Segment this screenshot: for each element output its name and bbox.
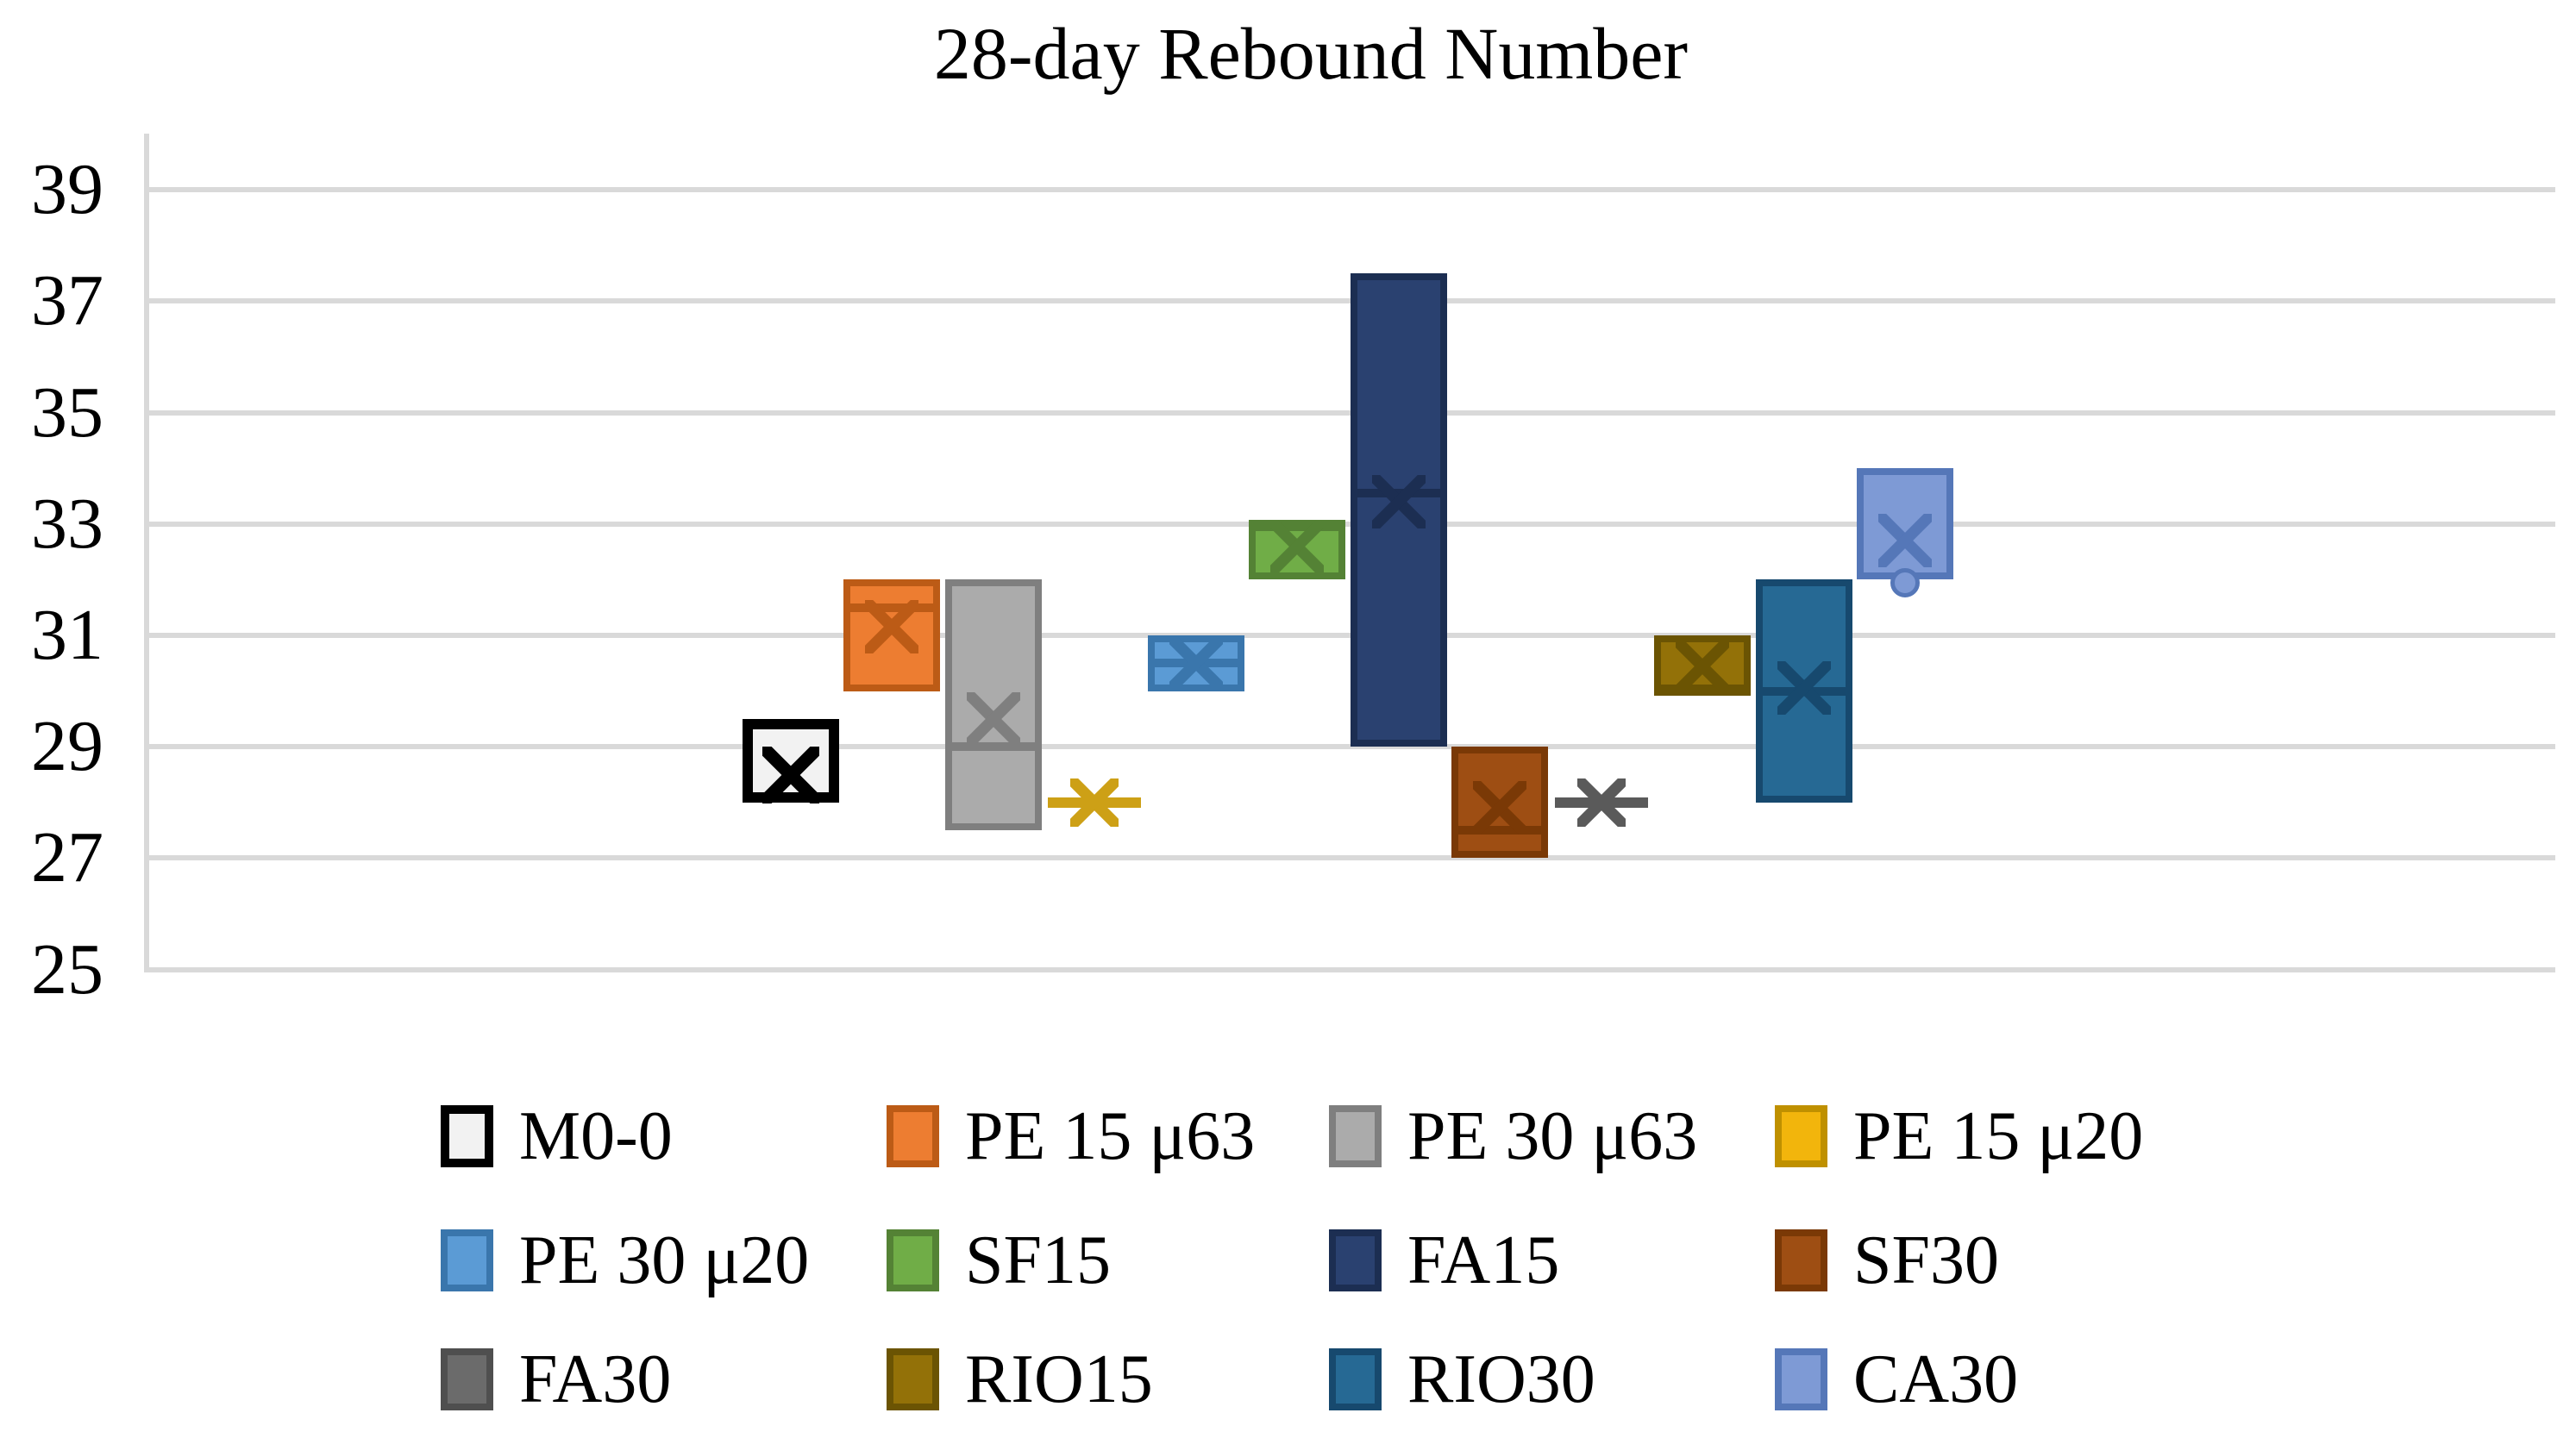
mean-x-marker: [966, 691, 1020, 746]
mean-x-marker: [1576, 778, 1626, 827]
mean-x-marker: [1473, 781, 1527, 835]
outlier-point: [1890, 567, 1920, 597]
median-line: [944, 742, 1042, 752]
legend-swatch: [1329, 1348, 1382, 1410]
legend-label: FA15: [1407, 1222, 1560, 1298]
box-FA15: [1350, 273, 1447, 747]
legend-swatch: [441, 1105, 493, 1167]
legend-item: PE 30 μ63: [1329, 1102, 1697, 1171]
mean-x-marker: [1371, 474, 1426, 528]
y-tick-label: 27: [31, 817, 103, 898]
y-axis-line: [144, 134, 149, 972]
legend-label: SF30: [1853, 1222, 1999, 1298]
mean-x-marker: [1777, 661, 1831, 716]
legend-swatch: [1775, 1229, 1827, 1291]
legend-swatch: [441, 1229, 493, 1291]
legend-swatch: [1329, 1229, 1382, 1291]
y-tick-label: 35: [31, 372, 103, 453]
legend-label: SF15: [965, 1222, 1111, 1298]
y-tick-label: 37: [31, 260, 103, 341]
legend-swatch: [1775, 1105, 1827, 1167]
legend-item: PE 15 μ20: [1775, 1102, 2143, 1171]
chart-title: 28-day Rebound Number: [933, 12, 1689, 95]
mean-x-marker: [762, 746, 819, 803]
mean-x-marker: [1676, 639, 1730, 693]
box-PE-15-μ63: [843, 579, 941, 691]
gridline-y25: [147, 966, 2555, 972]
legend-item: PE 15 μ63: [887, 1102, 1255, 1171]
legend-swatch: [441, 1348, 493, 1410]
median-line: [1654, 686, 1752, 696]
gridline-y29: [147, 744, 2555, 750]
median-line: [1451, 826, 1549, 835]
legend-label: CA30: [1853, 1341, 2019, 1417]
legend-item: CA30: [1775, 1345, 2018, 1414]
legend-label: PE 15 μ63: [965, 1098, 1256, 1174]
mean-x-marker: [1877, 514, 1932, 568]
legend-swatch: [1775, 1348, 1827, 1410]
legend-swatch: [887, 1229, 939, 1291]
legend-item: PE 30 μ20: [441, 1226, 809, 1295]
legend-label: PE 15 μ20: [1853, 1098, 2144, 1174]
median-line: [1350, 489, 1447, 498]
mean-x-marker: [1270, 519, 1325, 573]
mean-x-marker: [865, 600, 919, 654]
mean-x-marker: [1169, 636, 1223, 691]
y-tick-label: 39: [31, 149, 103, 230]
legend-item: RIO15: [887, 1345, 1153, 1414]
y-tick-label: 31: [31, 595, 103, 675]
median-line: [843, 603, 941, 612]
legend-item: SF30: [1775, 1226, 1999, 1295]
legend-item: SF15: [887, 1226, 1111, 1295]
legend-swatch: [887, 1348, 939, 1410]
legend-item: RIO30: [1329, 1345, 1595, 1414]
y-tick-label: 25: [31, 928, 103, 1010]
legend-label: FA30: [519, 1341, 672, 1417]
box-M0-0: [743, 718, 839, 803]
legend-label: PE 30 μ20: [519, 1222, 810, 1298]
y-tick-label: 33: [31, 483, 103, 564]
mean-x-marker: [1070, 778, 1119, 827]
legend-item: M0-0: [441, 1102, 673, 1171]
legend-label: PE 30 μ63: [1407, 1098, 1698, 1174]
box-PE-30-μ63: [944, 579, 1042, 831]
legend-label: RIO30: [1407, 1341, 1595, 1417]
legend-swatch: [887, 1105, 939, 1167]
y-tick-label: 29: [31, 706, 103, 787]
gridline-y27: [147, 855, 2555, 861]
legend-item: FA30: [441, 1345, 671, 1414]
legend-item: FA15: [1329, 1226, 1559, 1295]
gridline-y39: [147, 187, 2555, 193]
legend-label: M0-0: [519, 1098, 673, 1174]
median-line: [1249, 519, 1346, 528]
legend-label: RIO15: [965, 1341, 1153, 1417]
legend-swatch: [1329, 1105, 1382, 1167]
